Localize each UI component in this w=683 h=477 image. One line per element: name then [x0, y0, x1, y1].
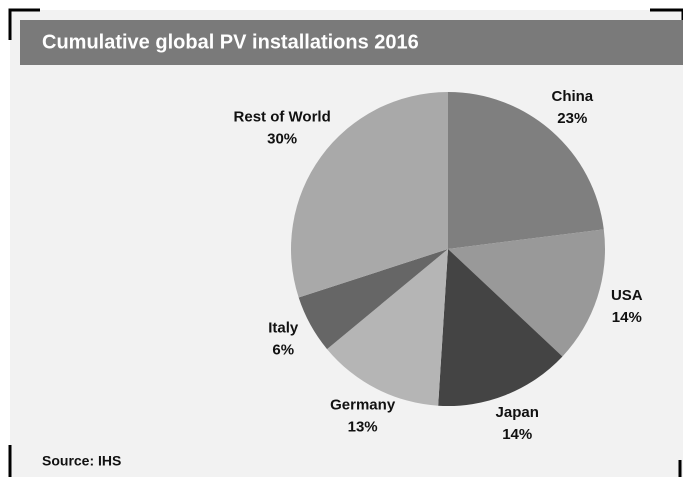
- pie-slice: [327, 249, 448, 406]
- slice-value-label: 14%: [612, 309, 642, 326]
- slice-value-label: 13%: [348, 418, 378, 435]
- slice-value-label: 6%: [272, 342, 294, 359]
- chart-title: Cumulative global PV installations 2016: [42, 31, 419, 53]
- slice-label: USA: [611, 287, 643, 304]
- slice-label: Germany: [330, 396, 396, 413]
- pie-slice: [298, 249, 448, 350]
- corner: [8, 8, 40, 40]
- corner: [650, 8, 683, 40]
- slice-value-label: 23%: [557, 110, 587, 127]
- header-bar: [20, 20, 683, 65]
- slice-label: Italy: [268, 320, 299, 337]
- slice-label: Rest of World: [234, 108, 331, 125]
- slice-label: China: [551, 88, 593, 105]
- source: Source: IHS: [42, 453, 121, 469]
- pie-slice: [448, 229, 606, 357]
- pie-slice: [291, 92, 448, 298]
- pie-slice: [448, 92, 604, 249]
- slice-value-label: 14%: [502, 426, 532, 443]
- slice-value-label: 30%: [267, 130, 297, 147]
- slice-label: Japan: [496, 404, 539, 421]
- pie-slice: [438, 249, 563, 406]
